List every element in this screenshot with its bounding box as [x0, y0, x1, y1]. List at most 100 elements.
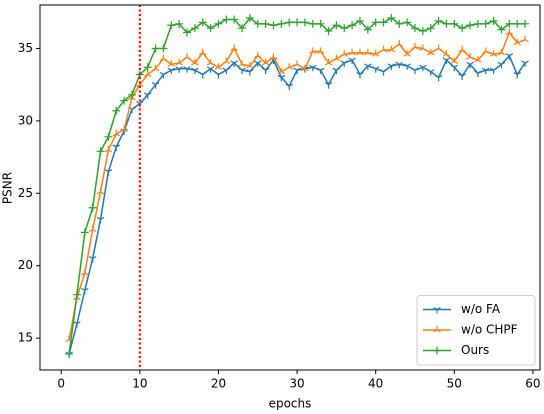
point-marker: [371, 66, 380, 73]
point-marker: [112, 144, 121, 151]
point-marker: [261, 67, 270, 75]
point-marker: [521, 35, 529, 43]
legend-marker: [433, 326, 441, 333]
legend-box: [416, 295, 536, 366]
point-marker: [356, 48, 364, 56]
point-marker: [442, 50, 451, 57]
point-marker: [151, 64, 160, 72]
point-marker: [324, 58, 333, 66]
y-tick-label: 25: [18, 186, 33, 200]
point-marker: [316, 19, 325, 28]
point-marker: [277, 74, 286, 82]
legend-label: w/o CHPF: [461, 323, 518, 337]
point-marker: [497, 25, 506, 34]
y-tick-label: 30: [18, 113, 33, 127]
point-marker: [96, 216, 105, 224]
point-marker: [81, 287, 89, 295]
plot-frame: [39, 4, 541, 371]
point-marker: [301, 64, 309, 72]
point-marker: [371, 50, 380, 57]
point-marker: [230, 44, 238, 51]
point-marker: [104, 169, 113, 176]
point-marker: [206, 58, 215, 66]
point-marker: [434, 16, 443, 25]
x-tick-label: 40: [368, 377, 383, 391]
point-marker: [293, 60, 301, 67]
x-tick-label: 50: [447, 377, 462, 391]
x-tick-label: 10: [132, 377, 147, 391]
point-marker: [293, 67, 301, 75]
point-marker: [175, 58, 183, 66]
point-marker: [426, 48, 435, 56]
point-marker: [214, 72, 223, 79]
point-marker: [395, 61, 404, 69]
point-marker: [230, 60, 238, 67]
x-tick-label: 60: [525, 377, 540, 391]
point-marker: [442, 19, 451, 28]
point-marker: [143, 63, 152, 72]
point-marker: [419, 64, 427, 72]
point-marker: [403, 50, 411, 57]
point-marker: [285, 18, 294, 27]
point-marker: [387, 63, 396, 70]
point-marker: [206, 24, 215, 33]
point-marker: [167, 67, 176, 75]
point-marker: [363, 25, 372, 34]
point-marker: [245, 14, 254, 23]
point-marker: [387, 14, 396, 23]
point-marker: [403, 18, 412, 27]
legend-label: Ours: [461, 343, 489, 357]
point-marker: [505, 28, 514, 36]
point-marker: [253, 19, 262, 28]
point-marker: [348, 48, 356, 56]
point-marker: [395, 19, 404, 28]
x-tick-label: 30: [289, 377, 304, 391]
point-marker: [505, 53, 514, 60]
point-marker: [206, 66, 215, 73]
point-marker: [222, 57, 231, 65]
point-marker: [230, 15, 239, 24]
point-marker: [434, 74, 443, 82]
point-marker: [261, 19, 270, 28]
point-marker: [191, 67, 199, 75]
point-marker: [489, 50, 498, 57]
point-marker: [159, 54, 168, 62]
point-marker: [450, 57, 459, 65]
point-marker: [81, 268, 89, 276]
point-marker: [332, 21, 341, 30]
point-marker: [246, 69, 254, 76]
point-marker: [481, 47, 490, 54]
point-marker: [175, 66, 183, 73]
point-marker: [120, 96, 129, 105]
point-marker: [222, 67, 231, 75]
point-marker: [497, 48, 506, 56]
point-marker: [88, 255, 97, 263]
point-marker: [442, 57, 451, 65]
point-marker: [489, 16, 498, 25]
point-marker: [379, 69, 388, 76]
point-marker: [379, 45, 388, 53]
point-marker: [316, 47, 325, 54]
point-marker: [222, 15, 231, 24]
point-marker: [355, 16, 364, 25]
point-marker: [316, 67, 325, 75]
point-marker: [497, 61, 506, 69]
point-marker: [458, 73, 466, 80]
point-marker: [426, 24, 435, 33]
point-marker: [332, 67, 341, 75]
point-marker: [285, 63, 293, 70]
point-marker: [474, 56, 482, 63]
point-marker: [112, 106, 121, 115]
point-marker: [80, 228, 89, 237]
point-marker: [473, 19, 482, 28]
point-marker: [175, 19, 184, 28]
point-marker: [238, 60, 246, 67]
point-marker: [466, 21, 475, 30]
point-marker: [183, 66, 191, 73]
point-marker: [151, 44, 160, 53]
point-marker: [214, 63, 223, 70]
point-marker: [364, 63, 372, 70]
point-marker: [300, 18, 309, 27]
point-marker: [481, 19, 490, 28]
